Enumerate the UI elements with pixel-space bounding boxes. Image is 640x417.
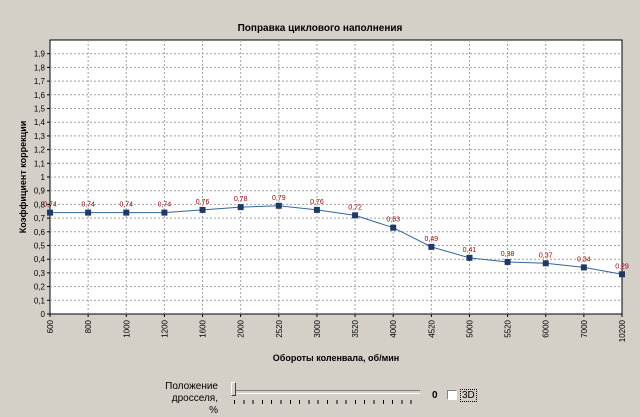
data-point[interactable] (275, 202, 282, 209)
checkbox-3d-label[interactable]: 3D (460, 389, 477, 402)
data-label: 0,63 (386, 217, 400, 224)
data-label: 0,76 (310, 199, 324, 206)
throttle-label-line1: Положение дросселя, (165, 381, 218, 404)
data-label: 0,29 (615, 263, 629, 270)
throttle-slider-thumb[interactable] (231, 382, 236, 396)
x-tick-label: 1600 (199, 319, 208, 337)
data-point[interactable] (123, 209, 130, 216)
x-tick-label: 1000 (122, 319, 131, 337)
y-tick-label: 1,7 (34, 77, 46, 86)
control-panel: Положение дросселя, % 0 3D (0, 376, 640, 416)
y-tick-label: 1 (41, 173, 46, 182)
x-tick-label: 2000 (237, 319, 246, 337)
data-label: 0,79 (272, 195, 286, 202)
throttle-label: Положение дросселя, % (120, 381, 218, 417)
x-tick-label: 800 (84, 319, 93, 333)
x-tick-label: 5000 (465, 319, 474, 337)
x-tick-label: 4000 (389, 319, 398, 337)
data-point[interactable] (619, 271, 625, 278)
y-tick-label: 1,4 (34, 118, 46, 127)
data-point[interactable] (390, 224, 397, 231)
y-tick-label: 1,3 (34, 132, 46, 141)
y-tick-label: 1,8 (34, 63, 46, 72)
x-tick-label: 7000 (580, 319, 589, 337)
x-tick-label: 5520 (504, 319, 513, 337)
throttle-value: 0 (432, 390, 438, 401)
data-point[interactable] (313, 206, 320, 213)
x-tick-label: 2520 (275, 319, 284, 337)
data-point[interactable] (237, 204, 244, 211)
data-point[interactable] (47, 209, 53, 216)
data-point[interactable] (466, 254, 473, 261)
data-labels: 0,74 0,74 0,74 0,74 0,76 0,78 0,79 0,76 0,72 0,63… (43, 195, 629, 270)
x-tick-label: 600 (46, 319, 55, 333)
data-label: 0,74 (158, 202, 172, 209)
y-tick-label: 0,1 (34, 296, 46, 305)
y-tick-label: 1,9 (34, 50, 46, 59)
data-label: 0,34 (577, 256, 591, 263)
data-label: 0,41 (463, 247, 477, 254)
y-tick-label: 0,6 (34, 228, 46, 237)
y-tick-label: 0 (41, 310, 46, 319)
y-tick-label: 0,7 (34, 214, 46, 223)
x-tick-label: 6000 (542, 319, 551, 337)
y-tick-label: 0,8 (34, 200, 46, 209)
data-label: 0,37 (539, 252, 553, 259)
y-tick-label: 1,2 (34, 146, 46, 155)
data-point[interactable] (580, 264, 587, 271)
x-tick-label: 3000 (313, 319, 322, 337)
chart: Поправка циклового наполнения 0 0,1 0,2 0,3… (18, 23, 629, 363)
x-tick-label: 4520 (427, 319, 436, 337)
y-tick-label: 0,3 (34, 269, 46, 278)
series-line (50, 205, 623, 275)
data-point[interactable] (352, 212, 359, 219)
data-label: 0,74 (81, 202, 95, 209)
throttle-label-line2: % (209, 405, 218, 416)
data-label: 0,49 (425, 236, 439, 243)
x-tick-label: 10200 (618, 319, 627, 342)
throttle-slider-ticks (234, 400, 420, 404)
data-point[interactable] (161, 209, 168, 216)
y-tick-label: 1,1 (34, 159, 46, 168)
data-label: 0,74 (43, 202, 57, 209)
checkbox-3d[interactable] (447, 390, 457, 400)
data-label: 0,76 (196, 199, 210, 206)
throttle-slider-track[interactable] (234, 390, 420, 394)
data-label: 0,78 (234, 196, 248, 203)
data-label: 0,74 (119, 202, 133, 209)
data-point[interactable] (428, 243, 435, 250)
x-tick-label: 1200 (160, 319, 169, 337)
y-tick-label: 0,2 (34, 283, 46, 292)
y-tick-label: 1,6 (34, 91, 46, 100)
data-label: 0,38 (501, 251, 515, 258)
x-tick-labels: 600 800 1000 1200 1600 2000 2520 3000 3520 4000 45… (46, 319, 627, 342)
y-tick-labels: 0 0,1 0,2 0,3 0,4 0,5 0,6 0,7 0,8 0,9 1 1,1 1,2 1,3 1,… (34, 50, 46, 319)
grid (47, 40, 623, 317)
data-label: 0,72 (348, 204, 362, 211)
y-tick-label: 0,4 (34, 255, 46, 264)
x-axis-label: Обороты коленвала, об/мин (273, 353, 399, 363)
series-markers[interactable] (47, 202, 625, 278)
chart-title: Поправка циклового наполнения (238, 23, 403, 34)
data-point[interactable] (542, 260, 549, 267)
y-axis-label: Коэффициент коррекции (18, 121, 28, 234)
x-tick-label: 3520 (351, 319, 360, 337)
data-point[interactable] (504, 258, 511, 265)
data-point[interactable] (85, 209, 92, 216)
y-tick-label: 1,5 (34, 105, 46, 114)
data-point[interactable] (199, 206, 206, 213)
y-tick-label: 0,9 (34, 187, 46, 196)
y-tick-label: 0,5 (34, 242, 46, 251)
